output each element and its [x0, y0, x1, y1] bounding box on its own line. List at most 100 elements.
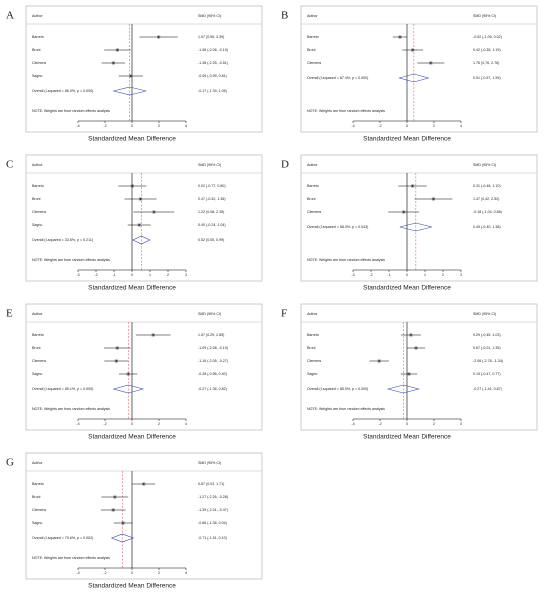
column-header: SMD (95% CI) — [198, 461, 221, 465]
x-axis-label: Standardized Mean Difference — [88, 136, 176, 143]
forest-panel: D Author SMD (95% CI) Barreto 0.31 (-0.48, 1… — [281, 154, 538, 292]
point-estimate — [114, 496, 116, 498]
plot-frame — [25, 154, 263, 282]
overall-label: Overall (I-squared = 58.3%, p = 0.043) — [307, 225, 368, 229]
plot-frame — [300, 154, 538, 282]
x-tick-label: -2 — [369, 273, 372, 277]
point-estimate — [115, 360, 118, 362]
column-header: Author — [307, 312, 318, 316]
study-name: Bruni — [32, 495, 41, 499]
point-estimate — [116, 49, 119, 51]
x-tick-label: -4 — [351, 124, 354, 128]
overall-diamond — [112, 384, 145, 394]
point-estimate — [432, 198, 435, 200]
study-estimate: 0.87 (0.03, 1.71) — [198, 482, 224, 486]
study-estimate: -1.16 (-2.05, -0.27) — [198, 359, 228, 363]
panel-letter: D — [281, 159, 289, 171]
study-estimate: 0.02 (-0.77, 0.80) — [198, 184, 226, 188]
point-estimate — [122, 522, 124, 524]
study-estimate: 1.57 (0.29, 2.85) — [198, 333, 224, 337]
x-tick-label: -2 — [378, 422, 381, 426]
overall-diamond — [386, 384, 420, 394]
overall-estimate: -0.71 (-1.51, 0.10) — [198, 536, 227, 540]
study-estimate: -0.28 (-0.96, 0.40) — [198, 372, 227, 376]
study-estimate: 1.97 (0.55, 3.39) — [198, 35, 224, 39]
study-estimate: -0.66 (-1.36, 0.04) — [198, 521, 227, 525]
overall-label: Overall (I-squared = 86.0%, p = 0.000) — [32, 89, 93, 93]
study-name: Clemens — [32, 508, 46, 512]
study-name: Clemens — [307, 61, 321, 65]
study-estimate: 1.22 (0.08, 2.35) — [198, 210, 224, 214]
column-header: Author — [307, 14, 318, 18]
overall-estimate: 0.52 (0.05, 0.99) — [198, 238, 224, 242]
study-estimate: -2.06 (-2.78, -1.34) — [473, 359, 503, 363]
column-header: Author — [32, 163, 43, 167]
study-name: Barreto — [307, 35, 319, 39]
note: NOTE: Weights are from random effects an… — [307, 109, 385, 113]
study-estimate: 0.31 (-0.48, 1.10) — [473, 184, 501, 188]
study-name: Bruni — [307, 197, 316, 201]
overall-label: Overall (I-squared = 87.4%, p = 0.000) — [307, 76, 368, 80]
study-name: Bruni — [307, 48, 316, 52]
point-estimate — [411, 185, 414, 187]
x-tick-label: 2 — [158, 124, 160, 128]
overall-label: Overall (I-squared = 33.6%, p = 0.211) — [32, 238, 93, 242]
point-estimate — [112, 62, 115, 64]
x-tick-label: -4 — [76, 124, 79, 128]
x-tick-label: -1 — [112, 273, 115, 277]
point-estimate — [131, 185, 134, 187]
x-tick-label: -2 — [378, 124, 381, 128]
overall-label: Overall (I-squared = 85.5%, p = 0.000) — [307, 387, 368, 391]
study-estimate: 0.42 (-0.35, 1.19) — [473, 48, 501, 52]
panel-letter: F — [281, 308, 287, 320]
point-estimate — [415, 347, 417, 349]
x-tick-label: 2 — [167, 273, 169, 277]
plot-frame — [300, 5, 538, 133]
point-estimate — [127, 373, 129, 375]
x-tick-label: -2 — [94, 273, 97, 277]
x-tick-label: -4 — [351, 422, 354, 426]
study-estimate: -1.08 (-2.06, -0.10) — [198, 48, 228, 52]
study-name: Bruni — [307, 346, 316, 350]
x-axis-label: Standardized Mean Difference — [363, 434, 451, 441]
x-tick-label: 3 — [185, 273, 187, 277]
x-tick-label: 1 — [424, 273, 426, 277]
point-estimate — [152, 334, 154, 336]
overall-diamond — [113, 86, 147, 96]
study-name: Clemens — [32, 359, 46, 363]
study-name: Sagnu — [32, 372, 42, 376]
point-estimate — [143, 483, 145, 485]
study-name: Sagnu — [32, 223, 42, 227]
panel-letter: E — [6, 308, 13, 320]
study-estimate: 0.15 (-0.47, 0.77) — [473, 372, 501, 376]
x-tick-label: 0 — [406, 124, 408, 128]
x-tick-label: 4 — [185, 571, 187, 575]
forest-panel: F Author SMD (95% CI) Barreto 0.29 (-0.45, 1… — [281, 303, 538, 441]
overall-label: Overall (I-squared = 79.6%, p = 0.002) — [32, 536, 93, 540]
forest-panel: G Author SMD (95% CI) Barreto 0.87 (0.03, 1.… — [6, 452, 263, 590]
study-name: Bruni — [32, 346, 41, 350]
column-header: SMD (95% CI) — [198, 312, 221, 316]
x-tick-label: 2 — [158, 422, 160, 426]
plot-frame — [25, 303, 263, 431]
study-name: Clemens — [307, 210, 321, 214]
x-tick-label: 3 — [460, 273, 462, 277]
study-estimate: 0.40 (-0.24, 1.04) — [198, 223, 226, 227]
plot-frame — [300, 303, 538, 431]
study-estimate: -0.52 (-1.05, 0.02) — [473, 35, 502, 39]
forest-panel: E Author SMD (95% CI) Barreto 1.57 (0.29, 2.… — [6, 303, 263, 441]
study-name: Barreto — [32, 184, 44, 188]
note: NOTE: Weights are from random effects an… — [32, 556, 110, 560]
x-tick-label: -3 — [76, 273, 79, 277]
point-estimate — [410, 334, 412, 336]
x-axis-label: Standardized Mean Difference — [88, 583, 176, 590]
point-estimate — [157, 36, 160, 38]
study-estimate: -0.09 (-0.99, 0.81) — [198, 74, 227, 78]
x-tick-label: 0 — [406, 422, 408, 426]
x-tick-label: 2 — [433, 124, 435, 128]
study-estimate: -1.27 (-2.26, -0.28) — [198, 495, 228, 499]
panel-letter: G — [6, 457, 14, 469]
study-name: Bruni — [32, 197, 41, 201]
x-tick-label: -2 — [103, 571, 106, 575]
